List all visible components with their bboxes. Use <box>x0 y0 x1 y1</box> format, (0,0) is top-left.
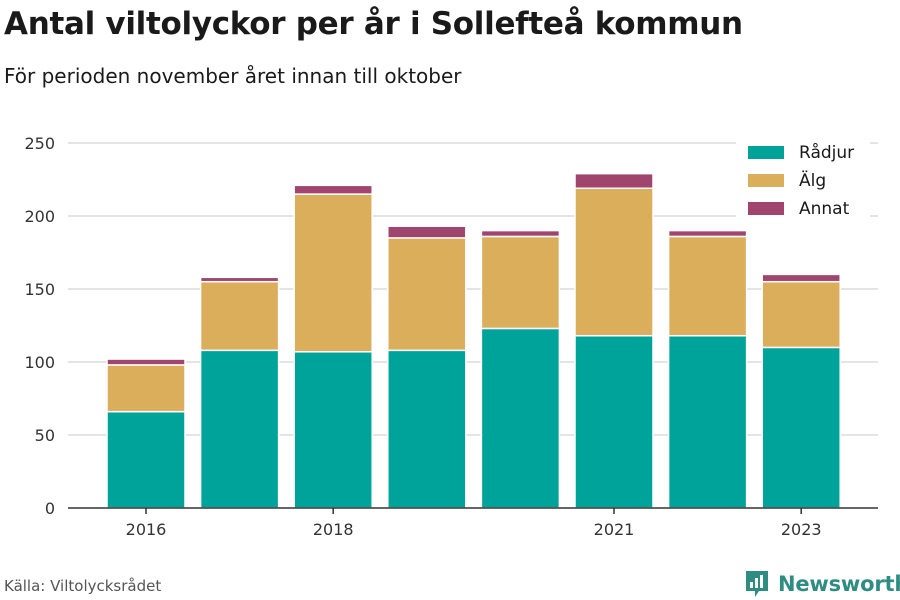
y-tick-label: 50 <box>35 426 55 445</box>
bar-rådjur-2016 <box>106 410 186 509</box>
bar-stack-2023 <box>761 273 841 509</box>
bar-annat-2020 <box>480 229 561 238</box>
bar-annat-2019 <box>387 225 467 239</box>
bar-annat-2023 <box>761 273 841 283</box>
x-axis-ticks: 2016 2018 2021 2023 <box>126 508 822 539</box>
bars <box>106 172 841 509</box>
y-tick-label: 150 <box>24 280 55 299</box>
brand-name: Newsworthy <box>778 572 900 596</box>
bar-annat-2018 <box>293 184 373 195</box>
bar-annat-2016 <box>106 358 186 366</box>
bar-älg-2016 <box>106 364 186 413</box>
brand-logo: Newsworthy <box>744 568 900 600</box>
legend-swatch-annat <box>748 202 784 215</box>
bar-stack-2019 <box>387 225 467 509</box>
bar-stack-2016 <box>106 358 186 509</box>
source-note: Källa: Viltolycksrådet <box>4 577 162 595</box>
y-tick-label: 200 <box>24 207 55 226</box>
x-tick-label: 2016 <box>126 520 167 539</box>
bar-annat-2017 <box>199 276 280 283</box>
bar-rådjur-2018 <box>293 351 373 509</box>
bar-rådjur-2022 <box>667 334 748 509</box>
bar-älg-2023 <box>761 280 841 349</box>
bar-rådjur-2021 <box>574 334 654 509</box>
bar-annat-2022 <box>667 229 748 238</box>
x-tick-label: 2021 <box>594 520 635 539</box>
x-tick-label: 2018 <box>313 520 354 539</box>
bar-rådjur-2020 <box>480 327 561 509</box>
legend-label-annat: Annat <box>799 199 850 219</box>
bar-älg-2022 <box>667 235 748 337</box>
chart-title: Antal viltolyckor per år i Sollefteå kom… <box>4 6 743 42</box>
legend-swatch-rådjur <box>748 146 784 159</box>
newsworthy-logo-icon <box>746 571 768 597</box>
bar-stack-2021 <box>574 172 654 509</box>
bar-annat-2021 <box>574 172 654 190</box>
chart-subtitle: För perioden november året innan till ok… <box>4 64 462 88</box>
legend-swatch-älg <box>748 174 784 187</box>
bar-älg-2017 <box>199 280 280 352</box>
y-axis-ticks: 0 50 100 150 200 250 <box>24 134 55 518</box>
legend-label-rådjur: Rådjur <box>799 142 854 163</box>
y-tick-label: 0 <box>45 499 55 518</box>
bar-älg-2021 <box>574 187 654 337</box>
bar-stack-2018 <box>293 184 373 509</box>
bar-stack-2017 <box>199 276 280 509</box>
x-tick-label: 2023 <box>781 520 822 539</box>
y-tick-label: 250 <box>24 134 55 153</box>
legend-label-älg: Älg <box>799 170 826 191</box>
bar-älg-2018 <box>293 193 373 353</box>
bar-rådjur-2023 <box>761 346 841 509</box>
bar-älg-2020 <box>480 235 561 330</box>
y-tick-label: 100 <box>24 353 55 372</box>
bar-rådjur-2017 <box>199 349 280 509</box>
bar-stack-2020 <box>480 229 561 509</box>
bar-stack-2022 <box>667 229 748 509</box>
bar-rådjur-2019 <box>387 349 467 509</box>
legend: Rådjur Älg Annat <box>736 138 870 224</box>
bar-älg-2019 <box>387 237 467 352</box>
